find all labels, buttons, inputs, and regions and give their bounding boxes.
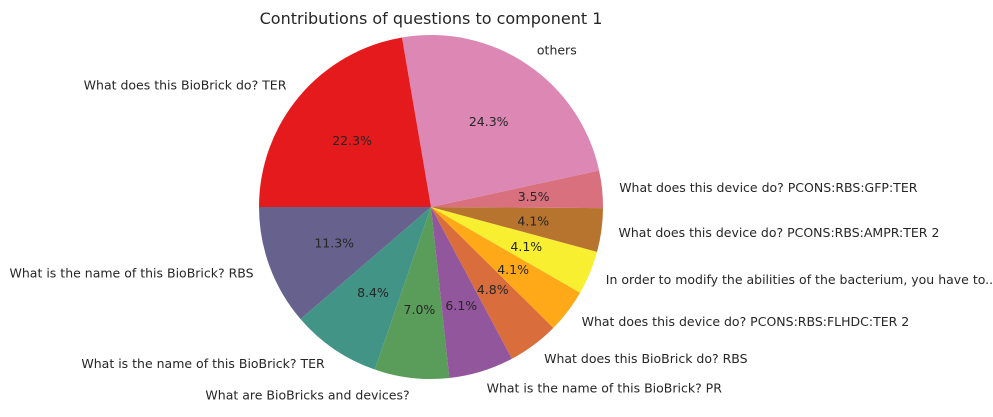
pie-percent-label-7: 4.1% bbox=[517, 213, 549, 228]
pie-slice-2 bbox=[374, 207, 450, 379]
pie-slice-label-7: What does this device do? PCONS:RBS:AMPR… bbox=[619, 225, 940, 240]
pie-percent-label-0: 11.3% bbox=[314, 235, 354, 250]
pie-slice-6 bbox=[431, 207, 598, 293]
pie-percent-label-3: 6.1% bbox=[445, 298, 477, 313]
pie-percent-label-4: 4.8% bbox=[477, 282, 509, 297]
pie-slice-label-10: What does this BioBrick do? TER bbox=[84, 78, 287, 93]
pie-slice-label-5: What does this device do? PCONS:RBS:FLHD… bbox=[582, 314, 910, 329]
pie-slice-4 bbox=[431, 207, 554, 359]
pie-slice-label-0: What is the name of this BioBrick? RBS bbox=[10, 265, 254, 280]
pie-slice-label-8: What does this device do? PCONS:RBS:GFP:… bbox=[619, 180, 918, 195]
pie-slice-label-4: What does this BioBrick do? RBS bbox=[544, 351, 748, 366]
pie-slice-8 bbox=[431, 170, 604, 209]
pie-slice-5 bbox=[431, 207, 581, 328]
pie-slice-labels: What is the name of this BioBrick? RBS Wh… bbox=[10, 43, 993, 403]
pie-slices bbox=[259, 35, 604, 379]
pie-slice-10 bbox=[259, 37, 431, 207]
pie-percent-label-5: 4.1% bbox=[497, 262, 529, 277]
pie-slice-0 bbox=[259, 207, 431, 320]
pie-percent-label-2: 7.0% bbox=[404, 302, 436, 317]
pie-percent-label-9: 24.3% bbox=[469, 114, 509, 129]
pie-slice-label-9: others bbox=[537, 43, 577, 58]
chart-title: Contributions of questions to component … bbox=[260, 9, 603, 28]
pie-percent-labels: 11.3% 8.4% 7.0% 6.1%4.8% 4.1% 4.1% 4.1% 3.5% 24.… bbox=[314, 114, 549, 317]
pie-percent-label-1: 8.4% bbox=[357, 285, 389, 300]
pie-slice-7 bbox=[431, 207, 603, 252]
pie-slice-3 bbox=[431, 207, 512, 379]
pie-slice-label-6: In order to modify the abilities of the … bbox=[606, 272, 993, 287]
pie-slice-9 bbox=[401, 35, 600, 207]
pie-slice-label-2: What are BioBricks and devices? bbox=[205, 388, 409, 403]
pie-slice-1 bbox=[300, 207, 431, 370]
pie-percent-label-10: 22.3% bbox=[332, 133, 372, 148]
pie-percent-label-8: 3.5% bbox=[518, 189, 550, 204]
pie-percent-label-6: 4.1% bbox=[510, 239, 542, 254]
pie-slice-label-1: What is the name of this BioBrick? TER bbox=[81, 356, 325, 371]
pie-slice-label-3: What is the name of this BioBrick? PR bbox=[487, 380, 723, 395]
